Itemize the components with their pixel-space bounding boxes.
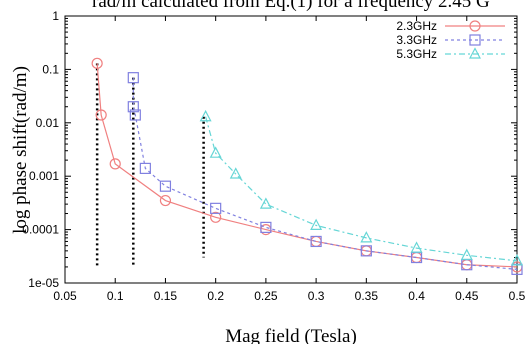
data-point-square bbox=[360, 245, 372, 257]
data-point-square bbox=[469, 34, 481, 46]
x-tick-label: 0.15 bbox=[154, 289, 178, 303]
y-tick-label: 0.01 bbox=[36, 116, 60, 130]
data-point-circle bbox=[91, 57, 103, 69]
y-tick-label: 0.0001 bbox=[22, 223, 59, 237]
data-point-triangle bbox=[511, 254, 523, 266]
data-point-circle bbox=[469, 20, 481, 32]
caption-text: rad/m calculated from Eq.(1) for a frequ… bbox=[92, 0, 490, 12]
y-tick-label: 1 bbox=[52, 9, 59, 23]
plot-frame bbox=[64, 15, 518, 284]
x-tick-label: 0.3 bbox=[308, 289, 325, 303]
data-point-triangle bbox=[229, 167, 242, 179]
x-axis-ticks: 0.05 0.1 0.15 0.2 0.25 0.3 0.35 0.4 0.45 0.5 bbox=[53, 16, 526, 303]
data-point-triangle bbox=[460, 248, 473, 260]
x-tick-label: 0.4 bbox=[408, 289, 425, 303]
series-line bbox=[96, 63, 518, 268]
data-point-square bbox=[310, 235, 322, 248]
data-point-square bbox=[127, 101, 139, 113]
legend-label: 5.3GHz bbox=[396, 47, 437, 61]
data-point-circle bbox=[95, 109, 107, 121]
data-point-triangle bbox=[199, 109, 212, 122]
x-axis-label: Mag field (Tesla) bbox=[225, 326, 357, 344]
top-caption: rad/m calculated from Eq.(1) for a frequ… bbox=[0, 0, 527, 14]
data-point-square bbox=[159, 180, 172, 192]
data-point-square bbox=[260, 221, 272, 233]
series-group bbox=[91, 57, 523, 275]
data-point-triangle bbox=[360, 231, 373, 243]
data-point-triangle bbox=[310, 218, 323, 230]
data-point-triangle bbox=[259, 197, 272, 209]
data-point-circle bbox=[109, 158, 121, 170]
data-point-square bbox=[210, 202, 222, 214]
series-3.3GHz bbox=[127, 72, 523, 275]
legend-label: 2.3GHz bbox=[396, 19, 437, 33]
y-tick-label: 0.1 bbox=[42, 62, 59, 76]
data-point-square bbox=[127, 72, 139, 84]
x-tick-label: 0.45 bbox=[455, 289, 479, 303]
series-line bbox=[205, 116, 518, 262]
data-point-circle bbox=[210, 211, 222, 223]
y-axis-label: log phase shift(rad/m) bbox=[10, 66, 31, 234]
data-point-triangle bbox=[209, 146, 222, 158]
y-tick-label: 0.001 bbox=[29, 169, 59, 183]
y-axis-ticks: 1 0.1 0.01 0.001 0.0001 1e-05 bbox=[22, 9, 517, 290]
x-tick-label: 0.5 bbox=[509, 289, 526, 303]
data-point-circle bbox=[159, 194, 172, 207]
data-point-triangle bbox=[469, 47, 481, 59]
legend-label: 3.3GHz bbox=[396, 33, 437, 47]
x-tick-label: 0.25 bbox=[254, 289, 278, 303]
x-tick-label: 0.05 bbox=[53, 289, 77, 303]
x-tick-label: 0.1 bbox=[107, 289, 124, 303]
series-line bbox=[132, 77, 518, 270]
series-5.3GHz bbox=[199, 109, 523, 266]
x-tick-label: 0.2 bbox=[207, 289, 224, 303]
series-2.3GHz bbox=[91, 57, 523, 273]
data-point-triangle bbox=[410, 241, 423, 253]
y-tick-label: 1e-05 bbox=[28, 276, 59, 290]
x-tick-label: 0.35 bbox=[355, 289, 379, 303]
data-point-square bbox=[129, 109, 141, 121]
data-point-square bbox=[139, 162, 151, 174]
